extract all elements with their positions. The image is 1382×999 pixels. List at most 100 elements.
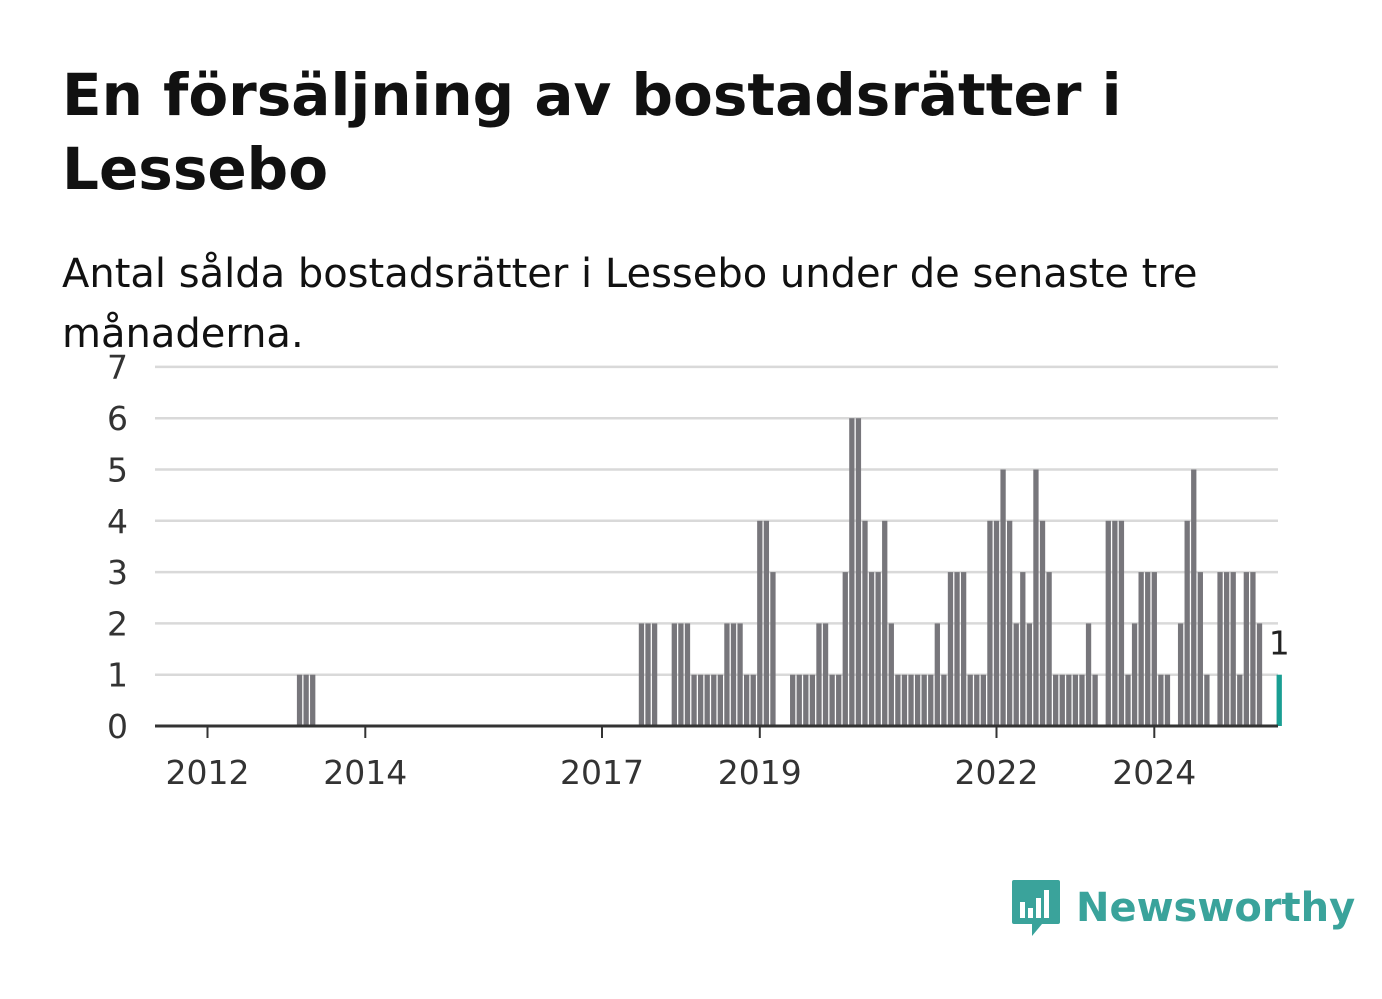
bar: [1237, 674, 1243, 726]
y-tick-label: 7: [107, 348, 128, 387]
bar: [1125, 674, 1131, 726]
bar: [770, 572, 776, 726]
bar: [763, 520, 770, 726]
bar: [1118, 520, 1125, 726]
x-tick-label: 2017: [560, 753, 644, 792]
bar: [1007, 520, 1013, 726]
bar: [1243, 572, 1249, 726]
y-tick-label: 6: [107, 399, 128, 438]
bar: [974, 674, 980, 726]
bar: [737, 623, 743, 726]
bar: [671, 623, 677, 726]
chart-title: En försäljning av bostadsrätter i Lesseb…: [62, 61, 1122, 203]
bar: [1059, 674, 1065, 726]
bar: [730, 623, 737, 726]
bar: [1204, 674, 1210, 726]
bar: [914, 674, 921, 726]
bar: [790, 674, 796, 726]
bar: [645, 623, 651, 726]
bar: [296, 674, 303, 726]
y-tick-label: 0: [107, 707, 128, 746]
y-tick-label: 1: [107, 656, 128, 695]
bar: [980, 674, 986, 726]
newsworthy-bar-chart-icon: [1012, 880, 1060, 936]
bar: [888, 623, 894, 726]
bar: [697, 674, 704, 726]
bar: [895, 674, 901, 726]
bar: [947, 572, 954, 726]
x-tick-label: 2012: [166, 753, 250, 792]
bar: [1256, 623, 1263, 726]
bar: [1151, 572, 1157, 726]
bar: [651, 623, 658, 726]
bar: [842, 572, 848, 726]
bar: [954, 572, 960, 726]
bar: [724, 623, 730, 726]
bar: [1026, 623, 1033, 726]
bar: [901, 674, 908, 726]
bar: [1039, 520, 1046, 726]
bar: [862, 520, 868, 726]
bar: [1000, 469, 1006, 726]
bar: [310, 674, 316, 726]
bar: [678, 623, 684, 726]
bar: [993, 520, 1000, 726]
bar: [803, 674, 809, 726]
bar: [1020, 572, 1026, 726]
bar: [796, 674, 802, 726]
bar: [1092, 674, 1098, 726]
bar: [1177, 623, 1184, 726]
bar: [921, 674, 927, 726]
x-tick-label: 2024: [1112, 753, 1196, 792]
bar: [1131, 623, 1138, 726]
bar: [875, 572, 881, 726]
bar: [711, 674, 717, 726]
bar: [750, 674, 756, 726]
bar: [1013, 623, 1019, 726]
bar: [684, 623, 691, 726]
bar: [691, 674, 697, 726]
bar: [934, 623, 940, 726]
bar: [1164, 674, 1171, 726]
bar: [1105, 520, 1111, 726]
bar: [822, 623, 829, 726]
bar: [1033, 469, 1039, 726]
bar: [1112, 520, 1118, 726]
bar: [704, 674, 710, 726]
bar: [987, 520, 993, 726]
bar: [1066, 674, 1072, 726]
bar: [809, 674, 816, 726]
bar: [829, 674, 835, 726]
bar: [1197, 572, 1203, 726]
bar: [744, 674, 750, 726]
bar: [717, 674, 723, 726]
bar: [757, 520, 763, 726]
bar: [908, 674, 914, 726]
bar: [1053, 674, 1059, 726]
bar: [1184, 520, 1190, 726]
bar: [1223, 572, 1230, 726]
bar: [941, 674, 947, 726]
chart-subtitle: Antal sålda bostadsrätter i Lessebo unde…: [62, 251, 1198, 357]
y-tick-label: 2: [107, 604, 128, 643]
x-tick-label: 2022: [955, 753, 1039, 792]
bar: [882, 520, 888, 726]
bar: [1191, 469, 1197, 726]
bar: [1217, 572, 1223, 726]
bar: [1138, 572, 1144, 726]
bar: [849, 418, 855, 726]
bar: [1230, 572, 1236, 726]
newsworthy-logo: Newsworthy: [1010, 878, 1355, 938]
bar: [967, 674, 973, 726]
bar: [1145, 572, 1151, 726]
x-tick-label: 2014: [323, 753, 407, 792]
x-tick-label: 2019: [718, 753, 802, 792]
bar: [1079, 674, 1085, 726]
bar: [868, 572, 875, 726]
bar: [960, 572, 967, 726]
bar: [928, 674, 934, 726]
bar: [1046, 572, 1052, 726]
bar: [836, 674, 842, 726]
bar: [855, 418, 862, 726]
